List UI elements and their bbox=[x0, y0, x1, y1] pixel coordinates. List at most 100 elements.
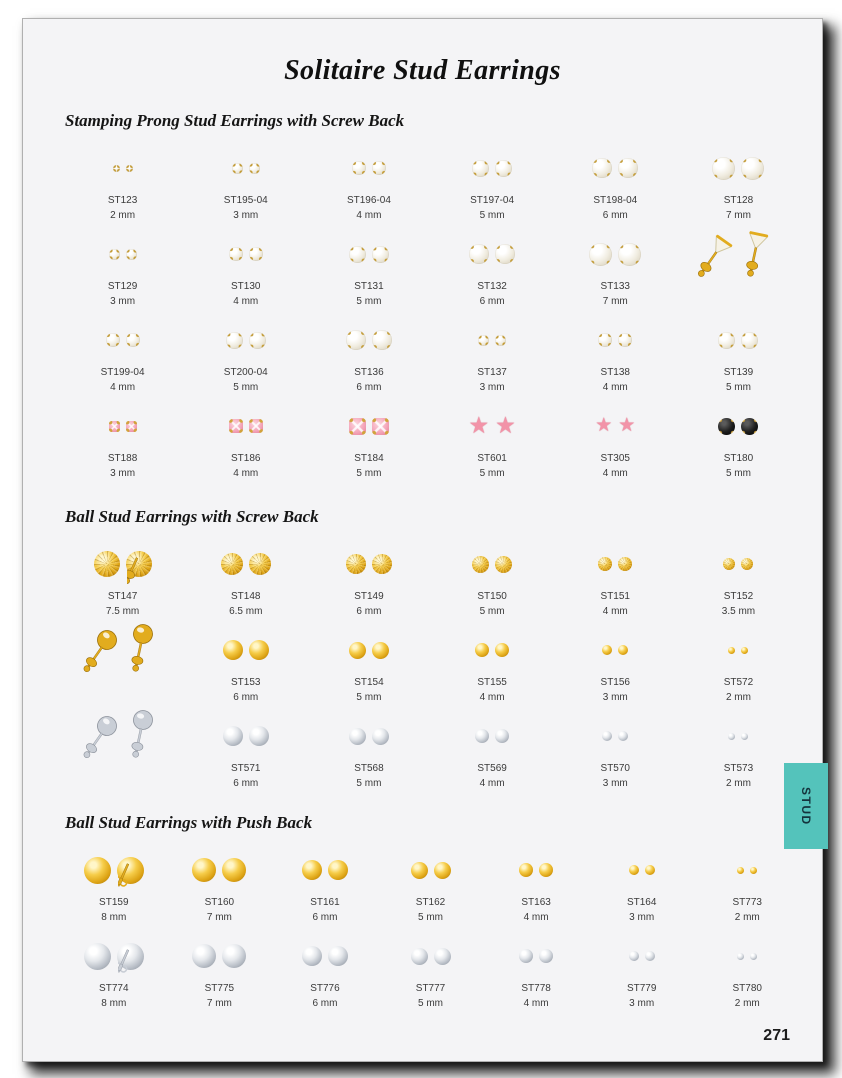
ball-gold-stone bbox=[644, 865, 655, 875]
page-title: Solitaire Stud Earrings bbox=[284, 55, 561, 86]
product-size: 3 mm bbox=[479, 381, 505, 393]
product-cell: ST164 3 mm bbox=[589, 847, 695, 925]
product-code: ST129 bbox=[107, 281, 138, 292]
product-size: 2 mm bbox=[734, 997, 760, 1009]
earring-pair-image bbox=[348, 713, 389, 759]
product-code: ST164 bbox=[626, 897, 657, 908]
ball-silver-stone bbox=[741, 732, 749, 740]
earring-pair-image bbox=[225, 317, 266, 363]
ball-gold-stone bbox=[741, 646, 749, 654]
ball-gold-fluted-stone bbox=[723, 558, 736, 570]
prong-white-stone bbox=[112, 164, 120, 172]
prong-white-stone bbox=[248, 247, 263, 261]
earring-pair-image bbox=[598, 317, 633, 363]
earring-pair-image bbox=[475, 713, 510, 759]
product-size: 6 mm bbox=[312, 911, 338, 923]
product-cell: ST152 3.5 mm bbox=[677, 541, 800, 619]
product-size: 5 mm bbox=[725, 381, 751, 393]
earring-pair-image bbox=[712, 145, 765, 191]
product-code: ST198-04 bbox=[593, 195, 638, 206]
earring-pair-image bbox=[718, 403, 759, 449]
stud-tab-label: STUD bbox=[799, 786, 813, 826]
product-size: 5 mm bbox=[418, 997, 444, 1009]
earring-pair-image bbox=[728, 627, 749, 673]
product-code: ST196-04 bbox=[346, 195, 391, 206]
earring-pair-image bbox=[192, 933, 247, 979]
product-code: ST128 bbox=[723, 195, 754, 206]
prong-white-stone bbox=[618, 242, 642, 266]
ball-silver-stone bbox=[728, 732, 736, 740]
product-size: 6 mm bbox=[479, 295, 505, 307]
ball-gold-fluted-stone bbox=[472, 555, 490, 573]
product-size: 4 mm bbox=[602, 467, 628, 479]
product-size: 4 mm bbox=[110, 381, 136, 393]
product-cell: ST129 3 mm bbox=[61, 231, 184, 309]
prong-white-stone bbox=[228, 247, 243, 261]
prong-white-stone bbox=[495, 159, 513, 177]
ball-gold-fluted-stone bbox=[618, 557, 633, 571]
product-code: ST159 bbox=[99, 897, 129, 908]
product-code: ST155 bbox=[477, 677, 507, 688]
fluted-texture bbox=[741, 558, 754, 570]
product-size: 3 mm bbox=[629, 911, 655, 923]
product-row: ST159 8 mm ST160 7 mm ST161 6 mm ST162 5 mm ST16… bbox=[23, 847, 822, 925]
product-cell: ★ ★ ST305 4 mm bbox=[554, 403, 677, 481]
product-cell: ST138 4 mm bbox=[554, 317, 677, 395]
product-code: ST571 bbox=[231, 763, 261, 774]
product-size: 3 mm bbox=[602, 777, 628, 789]
earring-pair-image bbox=[602, 713, 629, 759]
earring-pair-image bbox=[519, 847, 554, 893]
fluted-texture bbox=[93, 551, 120, 577]
ball-gold-stone bbox=[737, 866, 745, 874]
product-size: 4 mm bbox=[479, 777, 505, 789]
earring-pair-image bbox=[345, 317, 392, 363]
ball-gold-stone bbox=[222, 640, 243, 660]
earring-pair-image bbox=[222, 627, 269, 673]
ball-silver-stone bbox=[301, 946, 322, 966]
product-size: 8 mm bbox=[101, 911, 127, 923]
product-code: ST156 bbox=[600, 677, 630, 688]
stud-category-tab: STUD bbox=[784, 763, 828, 849]
earring-pair-image bbox=[108, 403, 137, 449]
product-code: ST775 bbox=[204, 983, 235, 994]
product-cell: ST156 3 mm bbox=[554, 627, 677, 705]
fluted-texture bbox=[495, 555, 513, 573]
product-code: ST154 bbox=[354, 677, 384, 688]
ball-silver-stone bbox=[628, 951, 639, 961]
prong-white-stone bbox=[125, 333, 140, 347]
product-code: ST160 bbox=[204, 897, 235, 908]
ball-gold-stone bbox=[192, 858, 217, 882]
prong-white-stone bbox=[248, 331, 266, 349]
ball-silver-stone bbox=[327, 946, 348, 966]
product-size: 7.5 mm bbox=[105, 605, 140, 617]
ball-gold-fluted-stone bbox=[495, 555, 513, 573]
product-size: 7 mm bbox=[602, 295, 628, 307]
earring-pair-image bbox=[472, 541, 513, 587]
product-size: 4 mm bbox=[356, 209, 382, 221]
product-cell: ST160 7 mm bbox=[167, 847, 273, 925]
ball-gold-stone bbox=[248, 640, 269, 660]
ball-gold-stone bbox=[628, 865, 639, 875]
product-code: ST161 bbox=[310, 897, 340, 908]
push-back-icon bbox=[117, 949, 130, 973]
product-cell: ST151 4 mm bbox=[554, 541, 677, 619]
product-code: ST572 bbox=[723, 677, 754, 688]
product-code: ST152 bbox=[723, 591, 754, 602]
product-cell: ST162 5 mm bbox=[378, 847, 484, 925]
product-sections: Stamping Prong Stud Earrings with Screw … bbox=[23, 111, 822, 1011]
product-code: ST568 bbox=[354, 763, 384, 774]
earring-pair-image bbox=[628, 847, 655, 893]
earring-pair-image bbox=[737, 933, 758, 979]
fluted-texture bbox=[618, 557, 633, 571]
product-size: 2 mm bbox=[725, 691, 751, 703]
product-code: ST195-04 bbox=[223, 195, 268, 206]
product-size: 5 mm bbox=[479, 209, 505, 221]
product-code: ST180 bbox=[723, 453, 754, 464]
ball-silver-stone bbox=[618, 731, 629, 741]
earring-pair-image bbox=[475, 627, 510, 673]
product-code: ST123 bbox=[107, 195, 138, 206]
prong-white-stone bbox=[718, 331, 736, 349]
earring-pair-image bbox=[351, 145, 386, 191]
fluted-texture bbox=[220, 553, 243, 575]
prong-white-stone bbox=[495, 334, 507, 346]
